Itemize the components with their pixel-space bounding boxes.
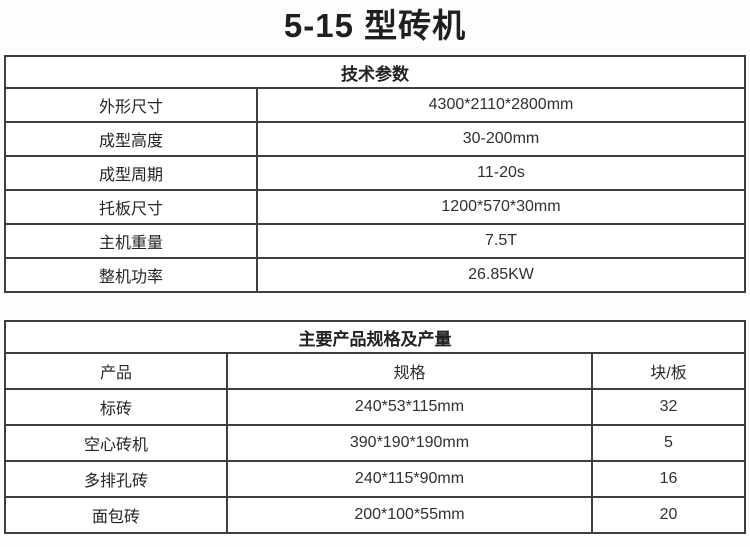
product-spec-table: 主要产品规格及产量 产品 规格 块/板 标砖 240*53*115mm 32 空心砖机 39… [3,320,747,534]
product-qty-cell: 16 [590,460,747,498]
tech-table-row: 主机重量 7.5T [4,223,746,259]
tech-params-table: 技术参数 外形尺寸 4300*2110*2800mm 成型高度 30-200mm 成型周… [4,55,746,293]
product-name-cell: 标砖 [3,388,228,426]
tech-param-value: 26.85KW [256,257,746,293]
tech-param-label: 成型高度 [4,121,258,157]
tech-table-header-row: 技术参数 [4,55,746,89]
product-table-title: 主要产品规格及产量 [3,320,747,354]
product-qty-cell: 20 [590,496,747,534]
tech-table-row: 托板尺寸 1200*570*30mm [4,189,746,225]
tech-table-row: 成型高度 30-200mm [4,121,746,157]
tech-table-title: 技术参数 [4,55,746,89]
product-spec-cell: 240*53*115mm [225,388,593,426]
product-column-header: 规格 [225,352,593,390]
product-qty-cell: 32 [590,388,747,426]
tech-param-label: 外形尺寸 [4,87,258,123]
product-column-header: 产品 [3,352,228,390]
product-table-header-row: 主要产品规格及产量 [3,320,747,354]
tech-param-label: 主机重量 [4,223,258,259]
product-spec-cell: 200*100*55mm [225,496,593,534]
tech-param-value: 30-200mm [256,121,746,157]
product-spec-cell: 390*190*190mm [225,424,593,462]
tech-table-row: 成型周期 11-20s [4,155,746,191]
product-name-cell: 面包砖 [3,496,228,534]
tech-param-value: 4300*2110*2800mm [256,87,746,123]
tech-param-value: 11-20s [256,155,746,191]
product-table-row: 空心砖机 390*190*190mm 5 [3,424,747,462]
product-table-row: 标砖 240*53*115mm 32 [3,388,747,426]
tech-table-row: 整机功率 26.85KW [4,257,746,293]
product-table-row: 面包砖 200*100*55mm 20 [3,496,747,534]
product-column-header-row: 产品 规格 块/板 [3,352,747,390]
tech-param-value: 1200*570*30mm [256,189,746,225]
page-title: 5-15 型砖机 [283,7,467,44]
product-spec-cell: 240*115*90mm [225,460,593,498]
product-name-cell: 空心砖机 [3,424,228,462]
tech-param-label: 成型周期 [4,155,258,191]
product-name-cell: 多排孔砖 [3,460,228,498]
tech-param-label: 整机功率 [4,257,258,293]
tech-table-row: 外形尺寸 4300*2110*2800mm [4,87,746,123]
tech-param-label: 托板尺寸 [4,189,258,225]
tech-param-value: 7.5T [256,223,746,259]
product-column-header: 块/板 [590,352,747,390]
product-table-row: 多排孔砖 240*115*90mm 16 [3,460,747,498]
product-qty-cell: 5 [590,424,747,462]
